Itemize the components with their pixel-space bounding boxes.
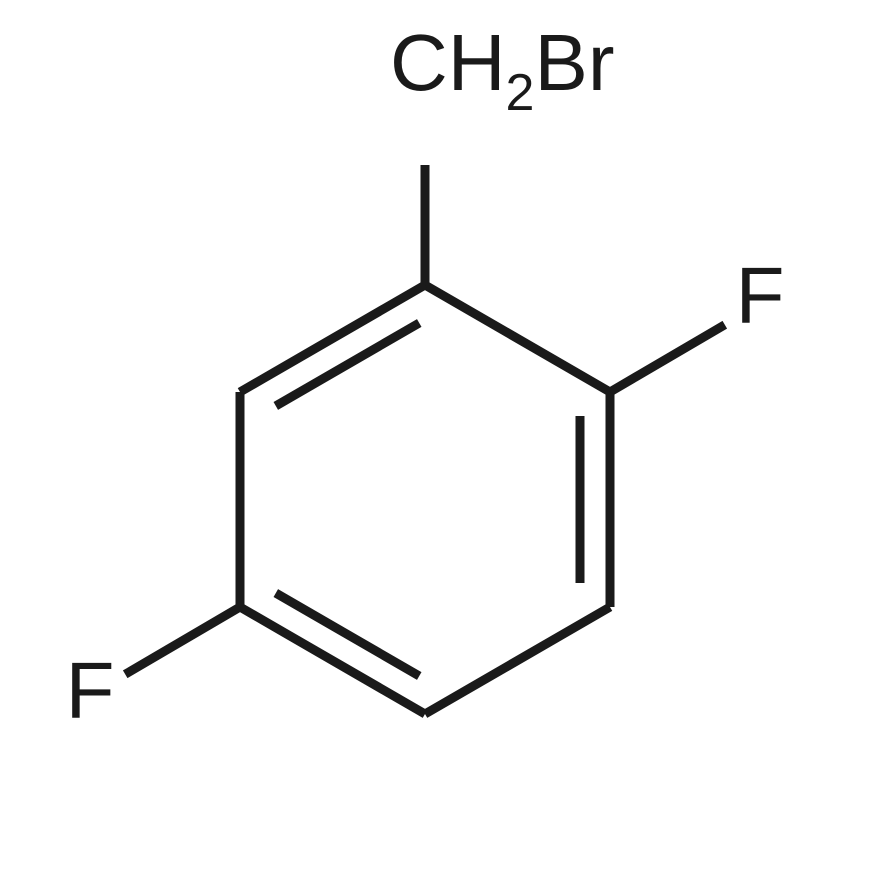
bond-f-5 bbox=[125, 607, 240, 674]
molecule-diagram: CH2Br F F bbox=[0, 0, 890, 890]
label-ch2br: CH2Br bbox=[390, 18, 614, 122]
label-f-5: F bbox=[66, 646, 115, 735]
bond-f-2 bbox=[610, 325, 725, 392]
label-f-2: F bbox=[736, 251, 785, 340]
